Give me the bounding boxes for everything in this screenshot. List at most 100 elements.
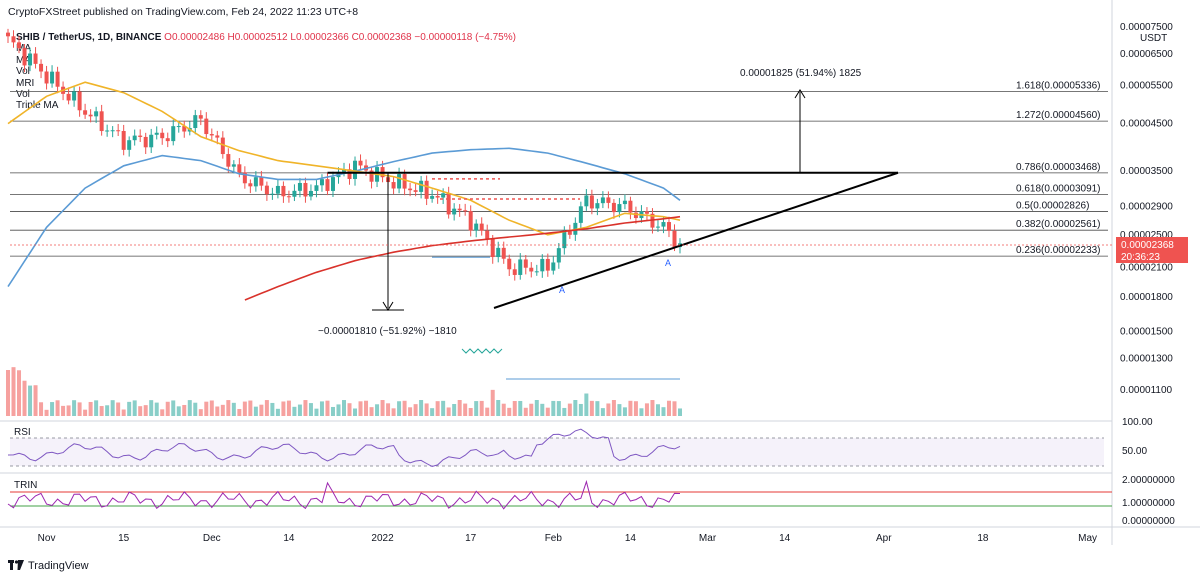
candle-body (512, 269, 517, 275)
volume-bar (468, 407, 473, 416)
candle-body (474, 223, 479, 231)
volume-bar (479, 400, 484, 416)
candles (6, 28, 682, 281)
volume-bar (562, 407, 567, 416)
candle-body (242, 172, 247, 184)
volume-bar (297, 404, 302, 416)
volume-bar (595, 401, 600, 416)
indicator-mri[interactable]: MRI (16, 77, 35, 89)
price-axis-tick: 0.00004500 (1120, 119, 1173, 130)
volume-bar (275, 408, 280, 416)
candle-body (275, 185, 280, 194)
rsi-axis-50: 50.00 (1122, 446, 1147, 457)
volume-bar (116, 402, 121, 416)
candle-body (540, 258, 545, 272)
volume-bar (600, 408, 605, 416)
volume-bar (248, 400, 253, 416)
candle-body (231, 164, 236, 167)
candle-body (292, 190, 297, 197)
candle-body (121, 130, 126, 150)
volume-bar (501, 403, 506, 416)
volume-bar (209, 400, 214, 416)
legend-symbol[interactable]: SHIB / TetherUS, 1D, BINANCE (16, 32, 162, 43)
volume-bar (512, 401, 517, 416)
rsi-axis-100: 100.00 (1122, 417, 1153, 428)
price-axis-tick: 0.00001500 (1120, 326, 1173, 337)
volume-bar (353, 408, 358, 416)
volume-bar (342, 400, 346, 416)
volume-bar (551, 400, 556, 416)
candle-body (595, 203, 600, 209)
volume-bar (490, 389, 495, 416)
candle-body (264, 185, 269, 195)
volume-bar (408, 407, 413, 416)
volume-bar (44, 409, 49, 416)
volume-bar (11, 367, 16, 416)
candle-body (666, 222, 671, 231)
price-axis-tick: 0.00005500 (1120, 81, 1173, 92)
moving-averages (7, 81, 681, 301)
rsi-band (10, 438, 1104, 466)
volume-bar (110, 400, 115, 416)
indicator-vol-1[interactable]: Vol (16, 66, 30, 78)
candle-body (655, 226, 660, 228)
volume-bar (171, 400, 176, 416)
volume-bar (622, 407, 627, 416)
tradingview-footer[interactable]: TradingView (8, 560, 89, 572)
candle-body (589, 195, 594, 209)
candle-body (424, 180, 429, 199)
candle-body (204, 118, 209, 135)
volume-bar (330, 406, 335, 416)
volume-bar (314, 408, 319, 416)
price-axis-tick: 0.00006500 (1120, 49, 1173, 60)
volume-bar (325, 400, 330, 416)
volume-bar (270, 402, 275, 416)
indicator-vol-2[interactable]: Vol (16, 89, 30, 101)
candle-body (358, 160, 363, 166)
candle-body (171, 126, 176, 142)
price-axis-tick: 0.00001800 (1120, 292, 1173, 303)
price-axis-tick: 0.00002500 (1120, 230, 1173, 241)
volume-bar (364, 400, 369, 416)
volume-bar (154, 402, 159, 416)
candle-body (369, 170, 374, 182)
trin-label[interactable]: TRIN (14, 480, 37, 491)
volume-bars (6, 367, 682, 416)
countdown-label: 20:36:23 (1121, 252, 1160, 263)
volume-bar (661, 407, 666, 416)
volume-bar (457, 400, 462, 416)
volume-bar (94, 400, 99, 416)
volume-bar (242, 401, 247, 416)
candle-body (523, 259, 528, 268)
volume-bar (83, 409, 88, 416)
zigzag-marker (461, 348, 503, 354)
volume-bar (286, 400, 291, 416)
candle-body (33, 53, 38, 64)
volume-bar (463, 403, 468, 416)
candle-body (419, 180, 424, 192)
triangle-support-line (493, 171, 899, 309)
price-axis: 0.00007500 0.00006500 0.00005500 0.00004500… (1120, 22, 1173, 396)
volume-bar (650, 400, 655, 416)
candle-body (507, 258, 512, 270)
volume-bar (127, 401, 132, 416)
candle-body (325, 179, 330, 191)
volume-bar (176, 406, 181, 416)
fib-label: 0.236(0.00002233) (1016, 245, 1101, 256)
volume-bar (518, 400, 523, 416)
trin-line (7, 479, 681, 510)
candle-body (259, 177, 264, 186)
volume-bar (589, 400, 594, 416)
candle-body (72, 91, 77, 101)
price-axis-tick: 0.00002900 (1120, 202, 1173, 213)
legend-ohlc: O0.00002486 H0.00002512 L0.00002366 C0.0… (164, 32, 516, 43)
candle-body (198, 115, 203, 119)
volume-bar (391, 408, 396, 416)
volume-bar (655, 404, 660, 416)
volume-bar (193, 402, 198, 416)
volume-bar (474, 401, 479, 416)
indicator-triple-ma[interactable]: Triple MA (16, 100, 59, 112)
candle-body (132, 135, 137, 141)
rsi-label[interactable]: RSI (14, 427, 31, 438)
